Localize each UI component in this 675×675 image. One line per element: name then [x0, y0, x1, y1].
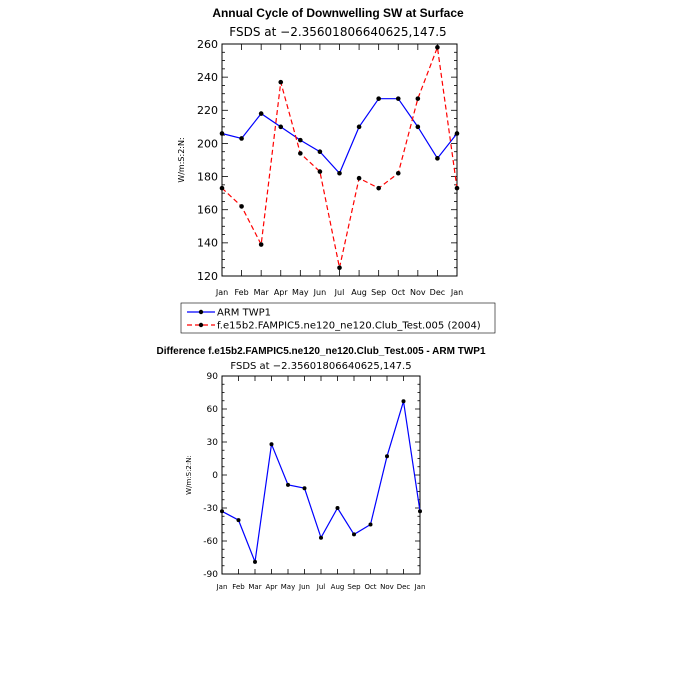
series-0-point: [335, 506, 340, 510]
series-line-0: [221, 98, 458, 175]
series-0-point: [278, 124, 284, 130]
x-tick-label: May: [281, 583, 295, 591]
series-0-point: [395, 96, 401, 101]
series-0-point: [415, 124, 421, 130]
x-tick-label: Jan: [450, 288, 463, 297]
series-0-point: [337, 170, 342, 176]
y-tick-label: -60: [203, 537, 218, 547]
series-0-point: [302, 486, 307, 491]
y-tick-label: -90: [203, 570, 218, 580]
legend-label-arm: ARM TWP1: [217, 308, 271, 319]
series-0-point: [352, 532, 356, 537]
series-0-point: [220, 509, 224, 514]
y-tick-label: 180: [197, 170, 218, 183]
series-1-point: [337, 265, 342, 271]
series-0-point: [298, 137, 303, 143]
x-tick-label: Mar: [254, 288, 270, 297]
legend-box: [180, 302, 496, 334]
y-tick-label: 220: [197, 104, 218, 117]
series-line-1: [221, 47, 458, 268]
y-tick-label: 0: [212, 471, 218, 481]
x-tick-label: Feb: [232, 583, 245, 591]
x-tick-label: Jan: [414, 583, 426, 591]
y-tick-label: 60: [207, 405, 219, 415]
series-1-point: [239, 204, 244, 209]
series-0-point: [253, 559, 257, 564]
chart1-legend: ARM TWP1 f.e15b2.FAMPIC5.ne120_ne120.Clu…: [180, 302, 496, 334]
series-0-point: [239, 136, 244, 141]
x-tick-label: Jul: [316, 583, 326, 591]
plot-frame: [221, 375, 421, 575]
x-tick-label: May: [292, 288, 309, 297]
x-tick-label: Dec: [397, 583, 411, 591]
chart2-subtitle: FSDS at −2.35601806640625,147.5: [230, 361, 411, 372]
series-1-point: [278, 79, 284, 85]
y-tick-label: 240: [197, 71, 218, 84]
y-tick-label: 200: [197, 137, 218, 150]
chart2-ylabel: W/m:S:2:N:: [185, 455, 193, 495]
y-tick-label: 160: [197, 204, 218, 217]
series-0-point: [258, 111, 264, 116]
chart2-title: Difference f.e15b2.FAMPIC5.ne120_ne120.C…: [157, 346, 486, 357]
series-0-point: [435, 156, 440, 161]
x-tick-label: Apr: [265, 583, 277, 591]
x-tick-label: Jan: [215, 288, 228, 297]
chart2-plot: -90 -60 -30 0 30 60 90 Jan Feb Mar Apr May Jun Jul Aug…: [203, 372, 425, 591]
series-0-point: [368, 522, 373, 527]
legend-marker-model: [198, 322, 204, 328]
y-tick-label: 260: [197, 38, 218, 51]
series-1-point: [435, 45, 440, 50]
plot-frame: [221, 43, 458, 277]
series-1-point: [298, 151, 303, 156]
series-1-point: [356, 175, 362, 181]
y-tick-label: 120: [197, 270, 218, 283]
series-0-point: [236, 518, 241, 523]
x-tick-label: Dec: [430, 288, 445, 297]
y-tick-label: 140: [197, 237, 218, 250]
series-0-point: [286, 482, 290, 487]
chart1-ylabel: W/m:S:2:N:: [177, 137, 186, 182]
series-1-point: [219, 185, 225, 191]
series-0-point: [317, 149, 323, 155]
x-tick-label: Nov: [380, 583, 394, 591]
x-tick-label: Sep: [371, 288, 386, 297]
series-0-point: [269, 442, 274, 447]
chart1-subtitle: FSDS at −2.35601806640625,147.5: [229, 25, 446, 39]
x-tick-label: Aug: [351, 288, 367, 297]
series-0-point: [319, 535, 323, 540]
x-tick-label: Sep: [347, 583, 361, 591]
y-tick-label: 30: [207, 438, 219, 448]
x-tick-label: Apr: [274, 288, 289, 297]
series-0-point: [401, 399, 406, 404]
series-0-point: [376, 96, 381, 101]
x-tick-label: Nov: [410, 288, 426, 297]
series-0-point: [418, 509, 422, 514]
series-0-point: [454, 131, 460, 136]
legend-label-model: f.e15b2.FAMPIC5.ne120_ne120.Club_Test.00…: [217, 321, 481, 332]
x-tick-label: Mar: [248, 583, 261, 591]
chart1-plot: 120 140 160 180 200 220 240 260 Jan Feb Mar Apr May J…: [197, 38, 463, 297]
series-1-point: [415, 96, 421, 101]
x-tick-label: Feb: [234, 288, 248, 297]
series-0-point: [385, 454, 389, 459]
series-1-point: [376, 185, 381, 191]
chart1-title: Annual Cycle of Downwelling SW at Surfac…: [212, 6, 464, 20]
x-tick-label: Aug: [331, 583, 345, 591]
x-tick-label: Oct: [364, 583, 376, 591]
series-0-point: [356, 124, 362, 130]
legend-marker-arm: [198, 309, 204, 315]
series-1-point: [454, 185, 460, 191]
x-tick-label: Jul: [334, 288, 345, 297]
x-tick-label: Jun: [313, 288, 327, 297]
x-tick-label: Jun: [298, 583, 310, 591]
x-tick-label: Jan: [216, 583, 228, 591]
y-tick-label: 90: [207, 372, 219, 382]
series-1-point: [395, 170, 401, 176]
y-tick-label: -30: [203, 504, 218, 514]
series-1-point: [317, 169, 323, 174]
series-1-point: [258, 242, 264, 247]
series-0-point: [219, 131, 225, 136]
x-tick-label: Oct: [391, 288, 405, 297]
